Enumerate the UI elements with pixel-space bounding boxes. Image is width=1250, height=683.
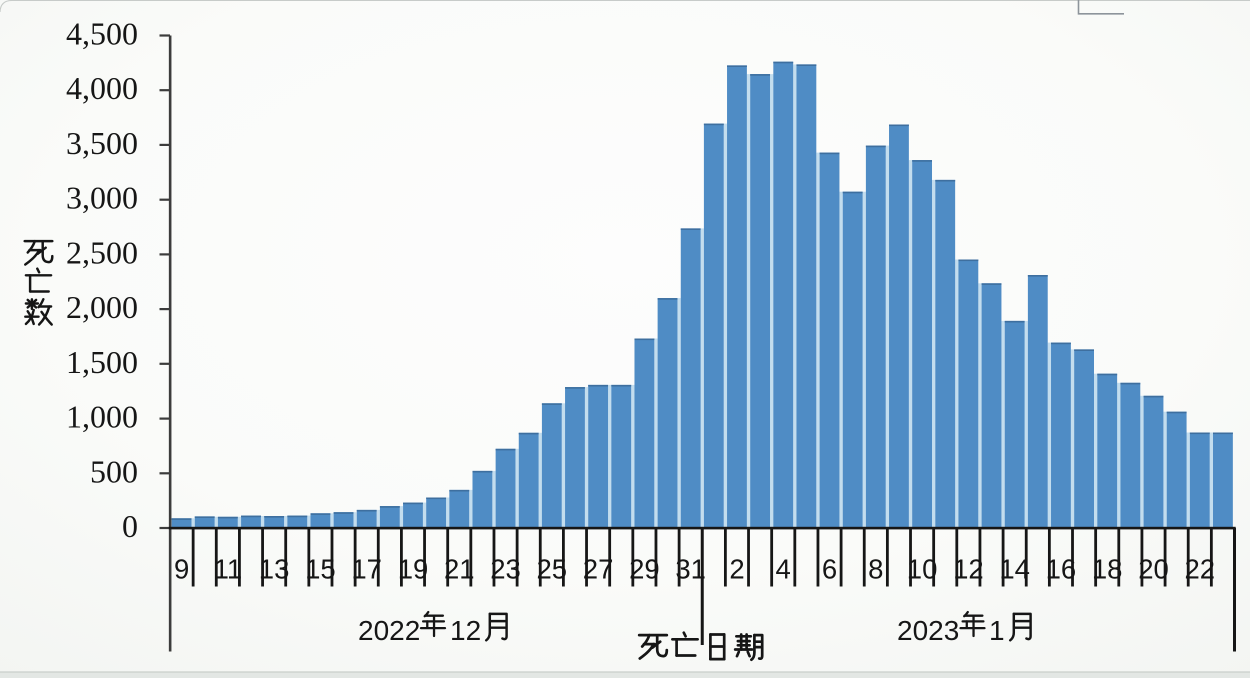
svg-text:17: 17 xyxy=(351,554,382,585)
svg-text:2022: 2022 xyxy=(358,615,420,646)
svg-text:14: 14 xyxy=(999,554,1030,585)
svg-text:0: 0 xyxy=(122,508,138,544)
svg-text:4: 4 xyxy=(776,554,791,585)
svg-text:23: 23 xyxy=(490,554,521,585)
svg-text:2023: 2023 xyxy=(897,615,959,646)
svg-text:4,500: 4,500 xyxy=(66,16,138,52)
svg-text:1,500: 1,500 xyxy=(66,344,138,380)
svg-text:500: 500 xyxy=(90,453,138,489)
svg-text:10: 10 xyxy=(907,554,938,585)
svg-text:9: 9 xyxy=(174,554,189,585)
svg-text:25: 25 xyxy=(537,554,568,585)
svg-text:12: 12 xyxy=(450,615,481,646)
svg-text:12: 12 xyxy=(953,554,984,585)
svg-text:4,000: 4,000 xyxy=(66,70,138,106)
svg-text:21: 21 xyxy=(444,554,475,585)
svg-text:22: 22 xyxy=(1185,554,1216,585)
svg-text:18: 18 xyxy=(1092,554,1123,585)
svg-text:19: 19 xyxy=(398,554,429,585)
svg-text:11: 11 xyxy=(214,554,243,585)
svg-text:2,500: 2,500 xyxy=(66,234,138,270)
svg-text:13: 13 xyxy=(259,554,290,585)
svg-text:29: 29 xyxy=(629,554,660,585)
svg-text:8: 8 xyxy=(868,554,883,585)
svg-text:6: 6 xyxy=(822,554,837,585)
svg-text:3,500: 3,500 xyxy=(66,125,138,161)
svg-text:2,000: 2,000 xyxy=(66,289,138,325)
svg-text:20: 20 xyxy=(1138,554,1169,585)
svg-text:2: 2 xyxy=(729,554,744,585)
svg-text:16: 16 xyxy=(1046,554,1077,585)
svg-text:15: 15 xyxy=(305,554,336,585)
svg-text:3,000: 3,000 xyxy=(66,180,138,216)
svg-text:1: 1 xyxy=(989,615,1005,646)
svg-text:1,000: 1,000 xyxy=(66,399,138,435)
svg-text:31: 31 xyxy=(675,554,706,585)
svg-text:27: 27 xyxy=(583,554,614,585)
